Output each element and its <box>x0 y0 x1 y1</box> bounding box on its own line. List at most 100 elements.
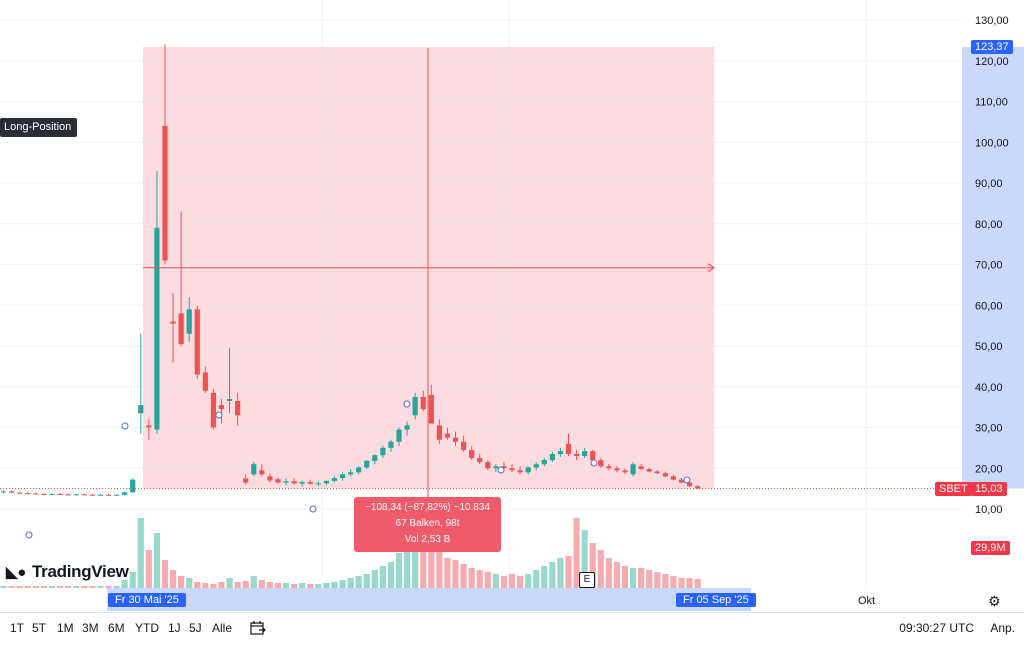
e-marker-icon[interactable]: E <box>579 572 595 588</box>
y-tick-label: 40,00 <box>975 382 1003 394</box>
candle-body <box>218 405 225 410</box>
candle-body <box>412 396 418 416</box>
volume-bar <box>420 526 427 588</box>
candle-body <box>517 470 523 473</box>
gear-icon[interactable]: ⚙ <box>988 593 1001 609</box>
volume-bar <box>412 540 419 588</box>
candle-body <box>170 321 176 324</box>
candle-body <box>469 449 475 459</box>
volume-bar <box>484 572 491 588</box>
candle-body <box>541 460 547 465</box>
volume-bar <box>508 574 516 588</box>
volume-bar <box>250 576 257 588</box>
candle-body <box>582 451 588 457</box>
tf-5y[interactable]: 5J <box>189 621 202 635</box>
candle-body <box>654 471 660 474</box>
volume-bar <box>444 558 451 588</box>
adjust-button[interactable]: Anp. <box>990 621 1015 635</box>
candle-body <box>428 394 434 424</box>
volume-bar <box>379 566 386 588</box>
candle-body <box>9 491 15 493</box>
candle-body <box>420 396 426 410</box>
volume-bar <box>8 586 15 588</box>
candle-body <box>565 443 572 454</box>
candle-body <box>315 483 321 485</box>
candle-body <box>162 125 168 261</box>
tf-6m[interactable]: 6M <box>108 621 125 635</box>
volume-bar <box>129 572 136 588</box>
tf-3m[interactable]: 3M <box>82 621 99 635</box>
volume-bar <box>105 586 112 588</box>
candle-body <box>49 493 55 495</box>
candle-body <box>590 451 596 461</box>
y-tick-label: 110,00 <box>975 97 1008 109</box>
candle-body <box>235 401 241 416</box>
volume-bar <box>24 586 31 588</box>
candle-body <box>356 467 362 473</box>
bottom-toolbar: 1T 5T 1M 3M 6M YTD 1J 5J Alle 09:30:27 U… <box>0 612 1024 645</box>
volume-bar <box>573 518 580 588</box>
volume-bar <box>56 586 64 588</box>
candle-body <box>614 468 620 471</box>
volume-bar <box>194 582 201 588</box>
volume-bar <box>73 586 80 588</box>
time-scale-highlight <box>107 588 751 611</box>
target-price-tag: 123,37 <box>971 40 1013 54</box>
volume-bar <box>686 578 693 588</box>
candle-body <box>380 447 386 456</box>
candle-body <box>81 494 87 496</box>
y-tick-label: 60,00 <box>975 300 1003 312</box>
tf-all[interactable]: Alle <box>212 621 233 635</box>
candle-body <box>533 464 539 468</box>
tf-ytd[interactable]: YTD <box>135 621 159 635</box>
volume-bar <box>363 574 370 588</box>
candle-body <box>89 494 95 496</box>
volume-bar <box>97 586 104 588</box>
volume-bar <box>565 556 572 588</box>
volume-bar <box>48 586 56 588</box>
y-tick-label: 70,00 <box>975 260 1003 272</box>
candle-body <box>436 425 442 440</box>
candle-body <box>331 478 338 481</box>
volume-bar <box>113 586 120 588</box>
candle-body <box>372 455 378 461</box>
tf-1m[interactable]: 1M <box>57 621 74 635</box>
candle-body <box>525 467 531 473</box>
volume-bar <box>299 583 306 588</box>
candle-body <box>251 464 257 475</box>
candle-body <box>573 453 580 457</box>
volume-bar <box>468 568 475 588</box>
volume-bar <box>404 548 411 588</box>
volume-bar <box>694 579 701 588</box>
candle-body <box>598 460 604 467</box>
candle-body <box>259 470 265 475</box>
candle-body <box>275 479 281 483</box>
long-position-label[interactable]: Long-Position <box>0 118 78 137</box>
symbol-tag: SBET <box>935 482 972 496</box>
candle-body <box>493 466 499 469</box>
candle-body <box>348 472 354 475</box>
y-tick-label: 100,00 <box>975 137 1009 149</box>
candle-body <box>444 433 451 438</box>
tf-1d[interactable]: 1T <box>10 621 25 635</box>
volume-bar <box>210 584 217 588</box>
volume-bar <box>654 572 661 588</box>
tf-5d[interactable]: 5T <box>32 621 47 635</box>
volume-bar <box>646 570 653 588</box>
y-tick-label: 50,00 <box>975 341 1003 353</box>
tf-1y[interactable]: 1J <box>168 621 181 635</box>
volume-bar <box>541 566 548 588</box>
y-tick-label: 130,00 <box>975 15 1009 27</box>
volume-bar <box>331 582 338 588</box>
volume-bar <box>533 570 540 588</box>
volume-bar <box>589 543 596 588</box>
end-date-tag: Fr 05 Sep '25 <box>676 593 756 607</box>
y-tick-label: 90,00 <box>975 178 1003 190</box>
date-range-icon[interactable] <box>250 621 266 638</box>
volume-bar <box>32 586 39 588</box>
logo-icon: ◣● <box>6 564 26 581</box>
volume-bar <box>557 558 564 588</box>
clock[interactable]: 09:30:27 UTC <box>899 621 974 635</box>
candle-body <box>622 470 628 473</box>
